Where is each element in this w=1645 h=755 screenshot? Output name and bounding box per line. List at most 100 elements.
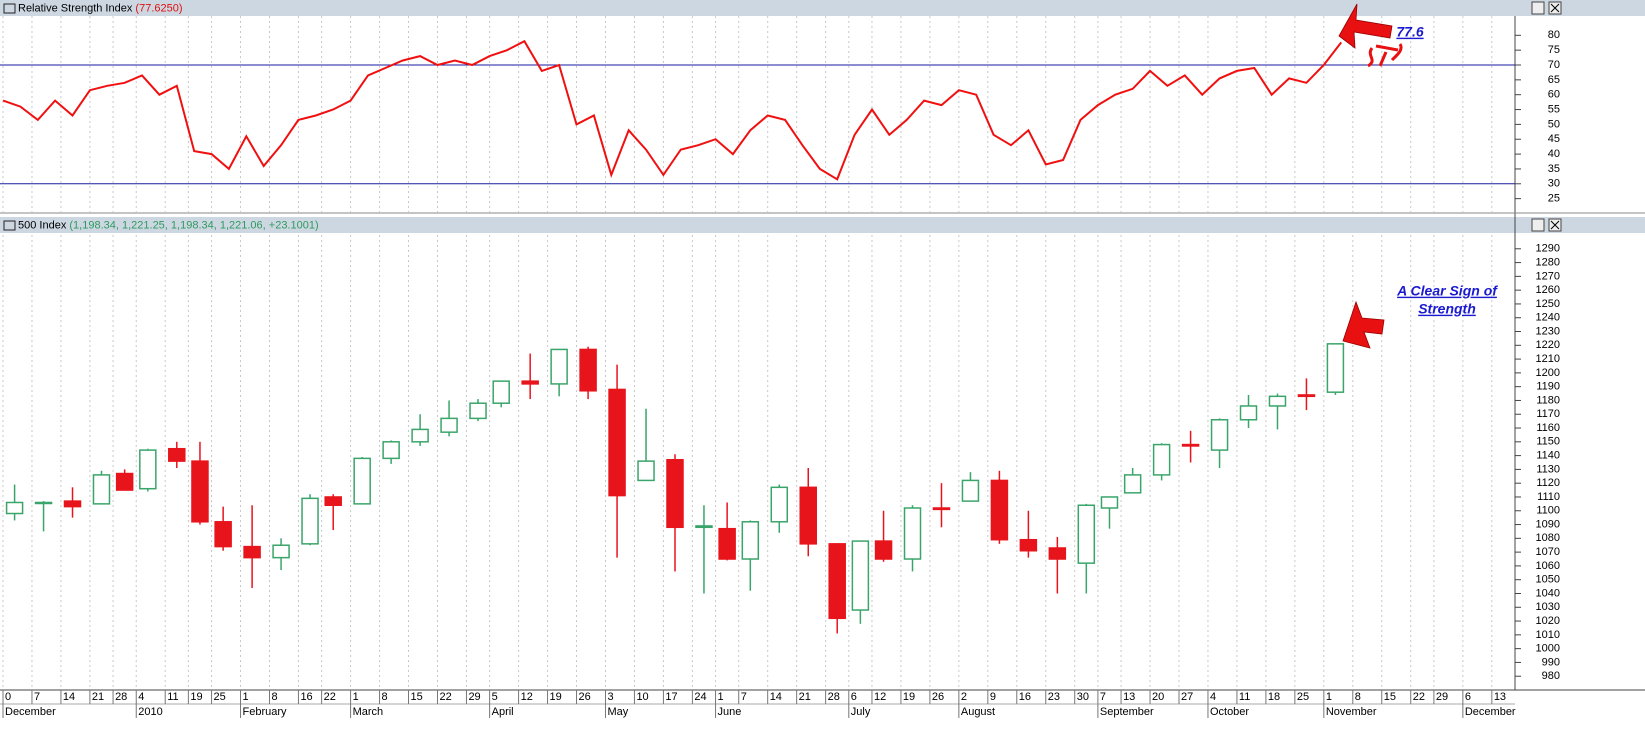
- candle-body: [1268, 395, 1287, 407]
- candle-body: [990, 479, 1009, 541]
- annotation: 77.6: [1396, 24, 1423, 40]
- month-label: December: [1465, 706, 1516, 718]
- x-tick-label: 8: [1355, 691, 1361, 703]
- panel-icon: [3, 3, 16, 14]
- x-tick-label: 2: [961, 691, 967, 703]
- x-tick-label: 13: [1123, 691, 1135, 703]
- candle-body: [1181, 443, 1200, 447]
- candle-body: [492, 380, 510, 404]
- candle-body: [550, 348, 568, 385]
- candle-body: [579, 348, 597, 392]
- rsi-line: [2, 39, 1342, 181]
- y-tick-label: 1110: [1537, 491, 1560, 503]
- y-tick-label: 55: [1548, 103, 1560, 115]
- candle-body: [1123, 474, 1142, 494]
- x-tick-label: 23: [1048, 691, 1060, 703]
- x-tick-label: 29: [468, 691, 480, 703]
- y-tick-label: 60: [1548, 89, 1560, 101]
- month-label: November: [1326, 706, 1377, 718]
- x-tick-label: 22: [1413, 691, 1425, 703]
- candle-body: [5, 501, 24, 515]
- candle-body: [272, 544, 290, 559]
- y-tick-label: 35: [1548, 163, 1560, 175]
- x-tick-label: 19: [903, 691, 915, 703]
- x-tick-label: 12: [874, 691, 886, 703]
- x-tick-label: 25: [1297, 691, 1309, 703]
- candle-body: [637, 460, 655, 482]
- candle-body: [1077, 504, 1096, 564]
- candle-body: [718, 527, 736, 560]
- y-tick-label: 1260: [1536, 284, 1560, 296]
- candle-body: [92, 474, 111, 505]
- y-tick-label: 1240: [1536, 312, 1560, 324]
- candle-body: [139, 449, 157, 490]
- x-tick-label: 16: [1019, 691, 1031, 703]
- x-tick-label: 0: [5, 691, 11, 703]
- x-tick-label: 7: [1100, 691, 1106, 703]
- x-tick-label: 14: [63, 691, 75, 703]
- annotation: A Clear Sign of: [1396, 283, 1498, 299]
- candle-body: [828, 543, 846, 620]
- y-tick-label: 1010: [1536, 629, 1560, 641]
- y-tick-label: 40: [1548, 148, 1560, 160]
- x-tick-label: 9: [990, 691, 996, 703]
- candle-body: [903, 507, 922, 560]
- y-tick-label: 75: [1548, 44, 1560, 56]
- candle-body: [1019, 538, 1038, 552]
- month-label: December: [5, 706, 56, 718]
- y-tick-label: 1220: [1536, 339, 1560, 351]
- candle-body: [214, 521, 232, 548]
- candle-body: [799, 486, 817, 545]
- candle-body: [1326, 343, 1345, 393]
- y-tick-label: 1200: [1536, 367, 1560, 379]
- y-tick-label: 1060: [1536, 560, 1560, 572]
- y-tick-label: 1150: [1536, 436, 1560, 448]
- y-tick-label: 1290: [1536, 243, 1560, 255]
- x-tick-label: 1: [718, 691, 724, 703]
- x-tick-label: 1: [243, 691, 249, 703]
- month-label: May: [607, 706, 628, 718]
- candle-body: [1152, 443, 1171, 476]
- y-tick-label: 1030: [1536, 601, 1560, 613]
- x-tick-label: 28: [828, 691, 840, 703]
- window-buttons[interactable]: [1531, 218, 1562, 232]
- month-label: June: [718, 706, 742, 718]
- y-tick-label: 1070: [1536, 546, 1560, 558]
- y-tick-label: 65: [1548, 74, 1560, 86]
- y-tick-label: 50: [1548, 118, 1560, 130]
- x-tick-label: 26: [579, 691, 591, 703]
- candle-body: [1048, 547, 1067, 560]
- month-label: October: [1210, 706, 1249, 718]
- x-tick-label: 19: [550, 691, 562, 703]
- x-tick-label: 17: [665, 691, 677, 703]
- x-tick-label: 4: [138, 691, 144, 703]
- x-tick-label: 6: [1465, 691, 1471, 703]
- x-tick-label: 8: [271, 691, 277, 703]
- x-tick-label: 4: [1210, 691, 1216, 703]
- y-tick-label: 1050: [1536, 574, 1560, 586]
- window-buttons[interactable]: [1531, 1, 1562, 15]
- x-tick-label: 1: [353, 691, 359, 703]
- y-tick-label: 1160: [1536, 422, 1560, 434]
- x-tick-label: 15: [1384, 691, 1396, 703]
- candle-body: [168, 447, 186, 462]
- y-tick-label: 30: [1548, 178, 1560, 190]
- x-tick-label: 19: [190, 691, 202, 703]
- candle-body: [301, 497, 319, 545]
- candle-body: [932, 507, 951, 511]
- quote-text: (1,198.34, 1,221.25, 1,198.34, 1,221.06,…: [69, 219, 318, 231]
- month-label: July: [851, 706, 871, 718]
- x-tick-label: 12: [521, 691, 533, 703]
- x-tick-label: 16: [300, 691, 312, 703]
- y-tick-label: 1120: [1536, 477, 1560, 489]
- candle-body: [34, 501, 53, 505]
- month-label: August: [961, 706, 995, 718]
- y-tick-label: 1090: [1536, 518, 1560, 530]
- x-tick-label: 3: [607, 691, 613, 703]
- candle-body: [961, 479, 980, 502]
- x-tick-label: 30: [1077, 691, 1089, 703]
- panel-icon: [3, 220, 16, 231]
